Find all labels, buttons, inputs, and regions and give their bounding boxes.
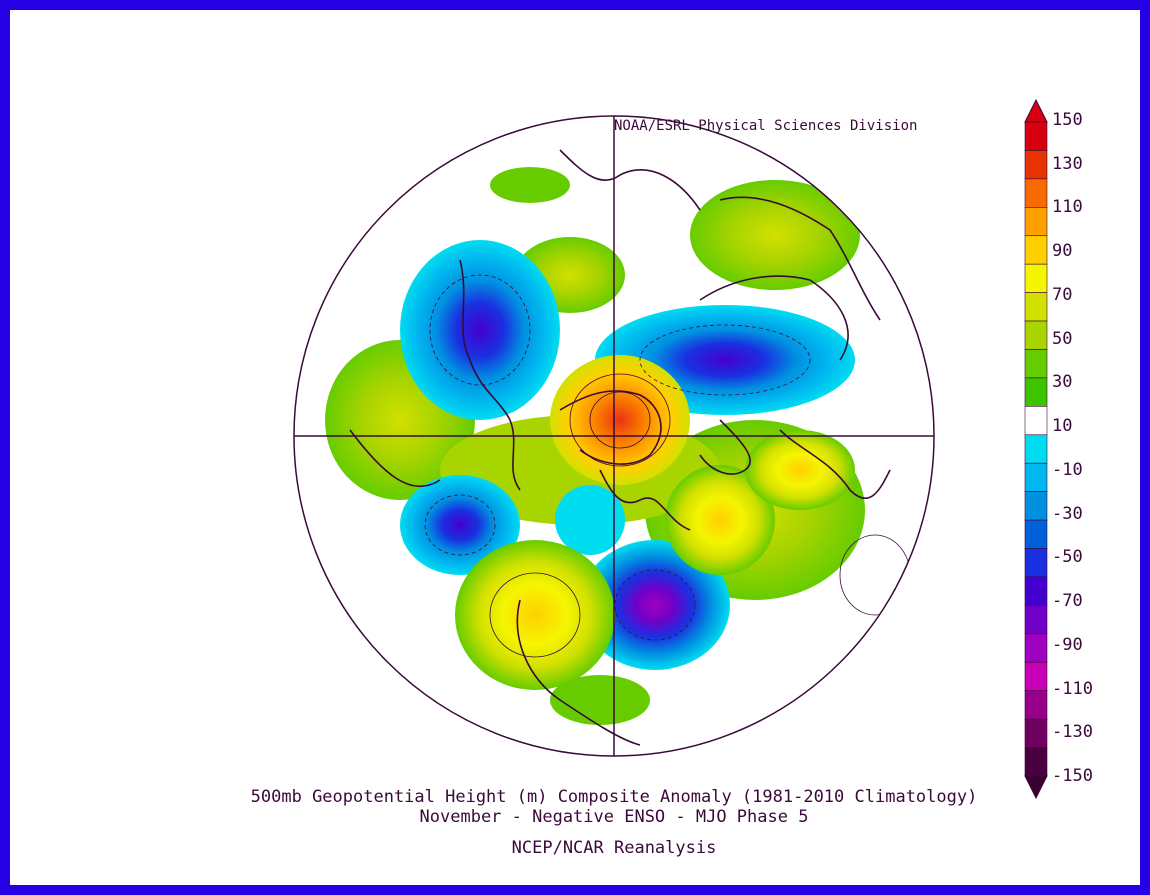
colorbar-label: 150 [1052, 110, 1083, 130]
anomaly-high-top [490, 167, 570, 203]
colorbar-swatch [1024, 292, 1048, 322]
colorbar-swatch [1024, 661, 1048, 691]
anomaly-field [325, 149, 911, 746]
colorbar-swatch [1024, 121, 1048, 151]
anomaly-low-northwest [400, 240, 560, 420]
colorbar-label: 130 [1052, 153, 1083, 174]
colorbar-label: -90 [1052, 634, 1083, 655]
colorbar-swatch [1024, 263, 1048, 293]
colorbar-swatch [1024, 548, 1048, 578]
contour-lines [424, 274, 911, 658]
colorbar-swatch [1024, 519, 1048, 549]
colorbar-swatch [1024, 605, 1048, 635]
colorbar-swatch [1024, 349, 1048, 379]
colorbar-swatch [1024, 747, 1048, 777]
credit-text: NOAA/ESRL Physical Sciences Division [614, 118, 918, 134]
anomaly-high-east-core [745, 430, 855, 510]
colorbar-swatch [1024, 406, 1048, 436]
colorbar-swatch [1024, 718, 1048, 748]
colorbar-top-arrow [1024, 98, 1048, 123]
source-text: NCEP/NCAR Reanalysis [511, 838, 717, 858]
colorbar [1024, 98, 1048, 800]
colorbar-swatch [1024, 576, 1048, 606]
colorbar-label: -110 [1052, 678, 1093, 699]
colorbar-swatch [1024, 150, 1048, 180]
colorbar-swatch [1024, 462, 1048, 492]
anomaly-low-west [400, 475, 520, 575]
anomaly-low-small [555, 485, 625, 555]
colorbar-swatch [1024, 633, 1048, 663]
colorbar-label: -70 [1052, 591, 1083, 612]
colorbar-label: 110 [1052, 197, 1083, 218]
colorbar-label: -130 [1052, 722, 1093, 743]
map-subtitle: November - Negative ENSO - MJO Phase 5 [419, 807, 809, 827]
anomaly-high-south [550, 675, 650, 725]
coastlines [349, 149, 891, 746]
anomaly-low-south [580, 540, 730, 670]
colorbar-label: 50 [1052, 328, 1073, 349]
anomaly-high-northeast [690, 180, 860, 290]
colorbar-label: -50 [1052, 547, 1083, 568]
colorbar-swatch [1024, 434, 1048, 464]
map-title: 500mb Geopotential Height (m) Composite … [250, 787, 978, 807]
colorbar-label: -30 [1052, 503, 1083, 524]
colorbar-swatch [1024, 178, 1048, 208]
colorbar-label: 30 [1052, 372, 1073, 393]
colorbar-label: -150 [1052, 766, 1093, 786]
anomaly-high-southwest [455, 540, 615, 690]
colorbar-swatch [1024, 377, 1048, 407]
colorbar-swatch [1024, 690, 1048, 720]
colorbar-label: 90 [1052, 241, 1073, 262]
colorbar-swatch [1024, 320, 1048, 350]
colorbar-swatch [1024, 207, 1048, 237]
colorbar-label: -10 [1052, 459, 1083, 480]
colorbar-label: 10 [1052, 416, 1073, 437]
colorbar-bottom-arrow [1024, 775, 1048, 800]
colorbar-label: 70 [1052, 284, 1073, 305]
anomaly-high-pole [550, 355, 690, 485]
colorbar-swatch [1024, 235, 1048, 265]
anomaly-high-southeast [665, 465, 775, 575]
colorbar-swatch [1024, 491, 1048, 521]
